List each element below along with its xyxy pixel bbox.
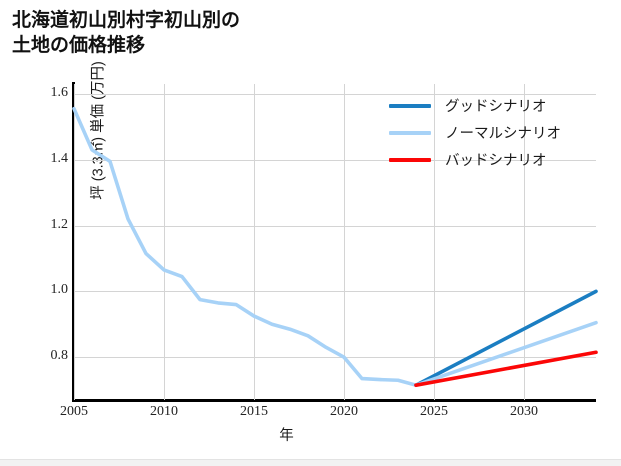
y-tick-label: 1.6 xyxy=(50,84,69,100)
bottom-strip xyxy=(0,459,621,466)
series-line xyxy=(72,106,418,387)
legend-item-good[interactable]: グッドシナリオ xyxy=(389,92,604,119)
plot-frame xyxy=(72,84,598,400)
legend-label-bad: バッドシナリオ xyxy=(445,153,547,169)
x-tick-label: 2010 xyxy=(150,404,178,419)
x-tick-label: 2030 xyxy=(510,404,538,419)
gridline-horizontal xyxy=(74,225,596,227)
y-axis-line xyxy=(72,82,75,402)
y-tick-label: 1.2 xyxy=(50,216,69,232)
x-tick-label: 2005 xyxy=(60,404,88,419)
x-tick-label: 2025 xyxy=(420,404,448,419)
y-tick-label: 1.4 xyxy=(50,150,69,166)
gridline-vertical xyxy=(434,84,435,400)
series-line xyxy=(414,350,598,387)
plot-lines xyxy=(72,106,598,387)
gridline-horizontal xyxy=(74,93,596,95)
y-tick-label: 0.8 xyxy=(50,348,69,364)
series-line xyxy=(414,320,598,387)
chart-title: 北海道初山別村字初山別の 土地の価格推移 xyxy=(12,10,241,57)
x-axis-line xyxy=(72,399,596,402)
chart-legend: グッドシナリオ ノーマルシナリオ バッドシナリオ xyxy=(389,92,604,173)
x-tick-label: 2020 xyxy=(330,404,358,419)
legend-item-bad[interactable]: バッドシナリオ xyxy=(389,146,604,173)
x-axis-title-text: 年 xyxy=(279,428,294,444)
x-axis-title: 年 xyxy=(0,424,621,445)
legend-swatch-normal xyxy=(389,130,431,135)
x-tick-label: 2015 xyxy=(240,404,268,419)
series-line xyxy=(414,289,598,387)
legend-label-normal: ノーマルシナリオ xyxy=(445,126,561,142)
gridline-horizontal xyxy=(74,291,596,293)
gridline-vertical xyxy=(74,84,75,400)
gridline-vertical xyxy=(524,84,525,400)
legend-swatch-good xyxy=(389,103,431,108)
legend-swatch-bad xyxy=(389,157,431,162)
gridline-vertical xyxy=(254,84,255,400)
gridline-horizontal xyxy=(74,159,596,161)
y-tick-label: 1.0 xyxy=(50,282,69,298)
legend-item-normal[interactable]: ノーマルシナリオ xyxy=(389,119,604,146)
legend-label-good: グッドシナリオ xyxy=(445,99,547,115)
gridline-horizontal xyxy=(74,357,596,359)
gridline-vertical xyxy=(164,84,165,400)
gridline-vertical xyxy=(344,84,345,400)
